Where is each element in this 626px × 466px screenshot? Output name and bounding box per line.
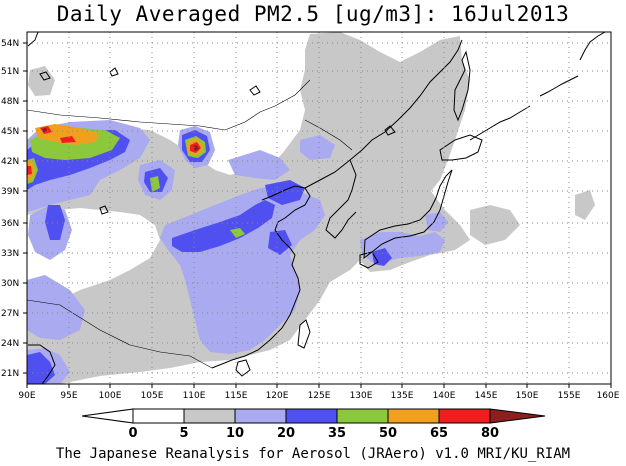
lon-label: 150E <box>516 391 539 401</box>
legend-swatch <box>234 408 287 424</box>
lon-label: 160E <box>597 391 620 401</box>
lat-label: 27N <box>1 309 19 319</box>
lat-label: 51N <box>1 67 19 77</box>
lat-label: 42N <box>1 157 19 167</box>
legend-labels: 0 5 10 20 35 50 65 80 <box>128 426 499 440</box>
coastlines <box>27 32 606 384</box>
legend-swatch <box>336 408 389 424</box>
legend-label: 20 <box>277 426 295 440</box>
map-title: Daily Averaged PM2.5 [ug/m3]: 16Jul2013 <box>56 2 570 26</box>
lon-label: 155E <box>558 391 581 401</box>
legend-swatch <box>183 408 236 424</box>
lat-label: 30N <box>1 279 19 289</box>
lat-label: 48N <box>1 97 19 107</box>
lon-label: 115E <box>225 391 248 401</box>
lat-label: 54N <box>1 39 19 49</box>
lon-label: 125E <box>308 391 331 401</box>
axis-ticks <box>23 42 612 388</box>
pm25-map: 90E 95E 100E 105E 110E 115E 120E 125E 13… <box>1 31 620 440</box>
color-legend <box>81 408 546 424</box>
lon-label: 120E <box>266 391 289 401</box>
graticule <box>27 32 611 384</box>
legend-label: 35 <box>328 426 346 440</box>
legend-swatch <box>387 408 440 424</box>
pm25-level-80-plus-area <box>42 128 199 151</box>
legend-label: 0 <box>128 426 137 440</box>
lon-label: 145E <box>475 391 498 401</box>
legend-label: 5 <box>179 426 188 440</box>
lat-label: 21N <box>1 369 19 379</box>
lat-label: 36N <box>1 219 19 229</box>
lon-label: 95E <box>60 391 77 401</box>
lat-label: 45N <box>1 127 19 137</box>
lon-label: 100E <box>99 391 122 401</box>
legend-label: 10 <box>226 426 244 440</box>
lon-label: 130E <box>350 391 373 401</box>
lon-label: 90E <box>18 391 35 401</box>
legend-swatch <box>132 408 185 424</box>
footer-credit: The Japanese Reanalysis for Aerosol (JRA… <box>55 446 571 462</box>
legend-label: 50 <box>379 426 397 440</box>
lon-label: 110E <box>183 391 206 401</box>
legend-label: 80 <box>481 426 499 440</box>
country-borders <box>27 79 353 369</box>
legend-swatch <box>438 408 491 424</box>
legend-label: 65 <box>430 426 448 440</box>
pm25-level-20-35-area <box>27 130 392 384</box>
longitude-labels: 90E 95E 100E 105E 110E 115E 120E 125E 13… <box>18 391 619 401</box>
legend-arrow-low <box>81 408 134 424</box>
lon-label: 105E <box>141 391 164 401</box>
legend-arrow-high <box>489 408 546 424</box>
lat-label: 33N <box>1 249 19 259</box>
lon-label: 140E <box>433 391 456 401</box>
legend-swatch <box>285 408 338 424</box>
lat-label: 24N <box>1 339 19 349</box>
latitude-labels: 21N 24N 27N 30N 33N 36N 39N 42N 45N 48N … <box>1 39 19 379</box>
lon-label: 135E <box>391 391 414 401</box>
lat-label: 39N <box>1 187 19 197</box>
